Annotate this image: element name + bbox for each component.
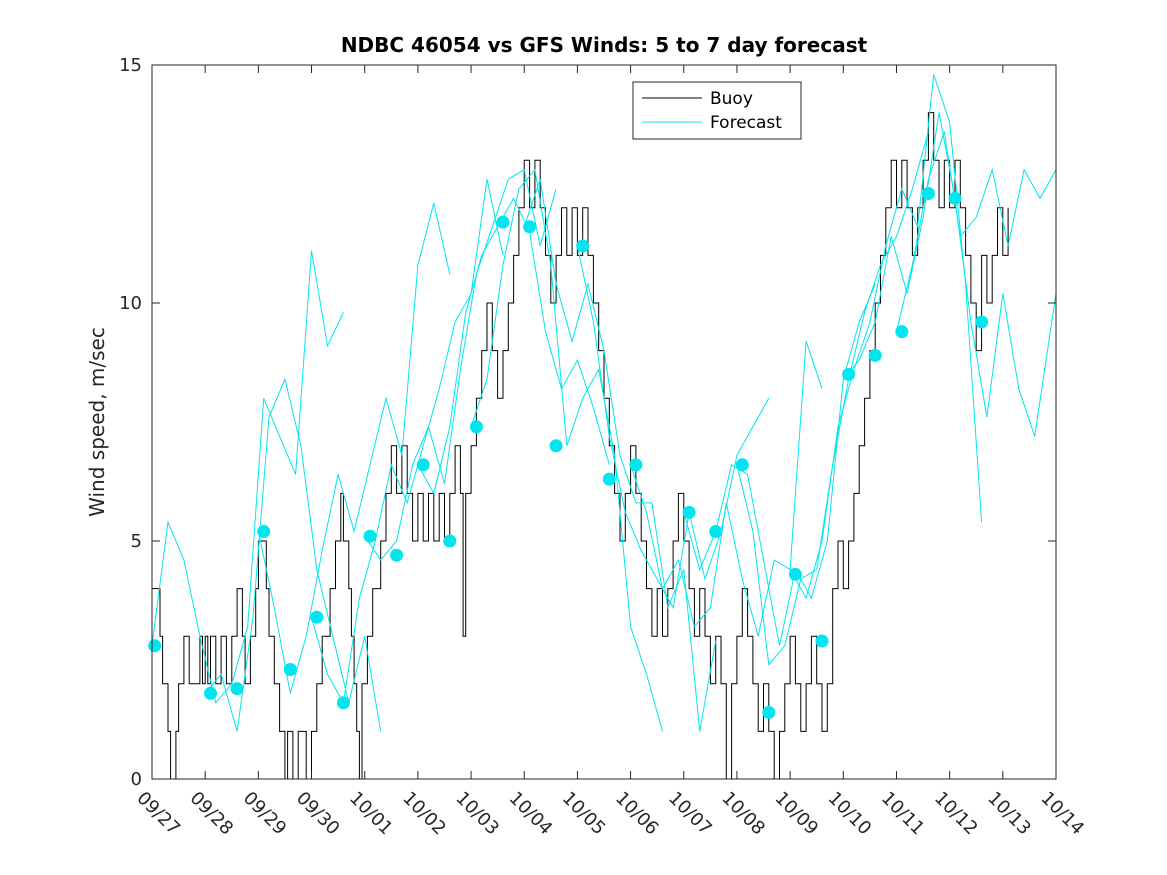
- forecast-markers: [148, 187, 989, 719]
- forecast-marker-26: [868, 348, 882, 362]
- forecast-marker-8: [363, 529, 377, 543]
- plot-area: [152, 65, 1056, 779]
- forecast-run-line-15: [896, 131, 1057, 332]
- forecast-run-line-5: [364, 168, 557, 561]
- chart-title: NDBC 46054 vs GFS Winds: 5 to 7 day fore…: [341, 33, 868, 57]
- forecast-marker-4: [257, 525, 271, 538]
- forecast-marker-21: [735, 458, 749, 472]
- forecast-run-line-2: [204, 377, 382, 732]
- forecast-run-line-9: [576, 245, 770, 610]
- legend-label-forecast: Forecast: [710, 113, 782, 133]
- plot-frame: [151, 64, 1057, 780]
- forecast-marker-6: [310, 610, 324, 624]
- forecast-run-line-3: [257, 202, 451, 694]
- forecast-run-line-13: [789, 74, 983, 600]
- y-tick-label-15: 15: [119, 55, 142, 76]
- y-tick-label-10: 10: [119, 293, 142, 314]
- forecast-marker-24: [815, 634, 829, 648]
- forecast-marker-29: [948, 191, 962, 205]
- forecast-marker-20: [709, 525, 723, 538]
- forecast-marker-22: [762, 705, 776, 719]
- y-axis-label: Wind speed, m/sec: [85, 327, 109, 517]
- forecast-marker-1: [148, 639, 162, 653]
- forecast-marker-18: [629, 458, 643, 472]
- forecast-marker-2: [204, 686, 217, 700]
- forecast-marker-15: [549, 439, 563, 453]
- legend-label-buoy: Buoy: [710, 89, 753, 109]
- y-axis-ticks: 0 5 10 15: [119, 55, 1056, 790]
- forecast-run-line-8: [523, 179, 717, 732]
- forecast-run-line-7: [470, 168, 663, 732]
- forecast-marker-17: [602, 472, 616, 486]
- forecast-run-line-6: [417, 197, 610, 495]
- forecast-marker-27: [895, 325, 909, 339]
- forecast-marker-19: [682, 505, 696, 519]
- forecast-run-line-1: [151, 250, 344, 704]
- y-tick-label-0: 0: [131, 769, 142, 790]
- forecast-marker-7: [336, 696, 350, 710]
- forecast-marker-13: [496, 215, 510, 229]
- legend-box: [632, 81, 802, 140]
- forecast-marker-14: [523, 220, 537, 234]
- forecast-marker-11: [443, 534, 457, 548]
- y-tick-label-5: 5: [131, 531, 142, 552]
- forecast-marker-25: [842, 367, 856, 381]
- forecast-marker-23: [788, 567, 802, 581]
- forecast-marker-30: [975, 315, 989, 329]
- forecast-marker-28: [921, 187, 935, 200]
- forecast-marker-3: [230, 682, 244, 696]
- buoy-series: [152, 112, 1009, 780]
- forecast-marker-5: [283, 663, 297, 676]
- forecast-marker-12: [469, 420, 483, 434]
- forecast-marker-10: [416, 458, 430, 472]
- forecast-run-line-14: [842, 112, 1057, 437]
- forecast-marker-9: [390, 548, 404, 562]
- forecast-marker-16: [576, 239, 590, 253]
- legend: Buoy Forecast: [632, 81, 802, 140]
- buoy-line: [152, 112, 1009, 780]
